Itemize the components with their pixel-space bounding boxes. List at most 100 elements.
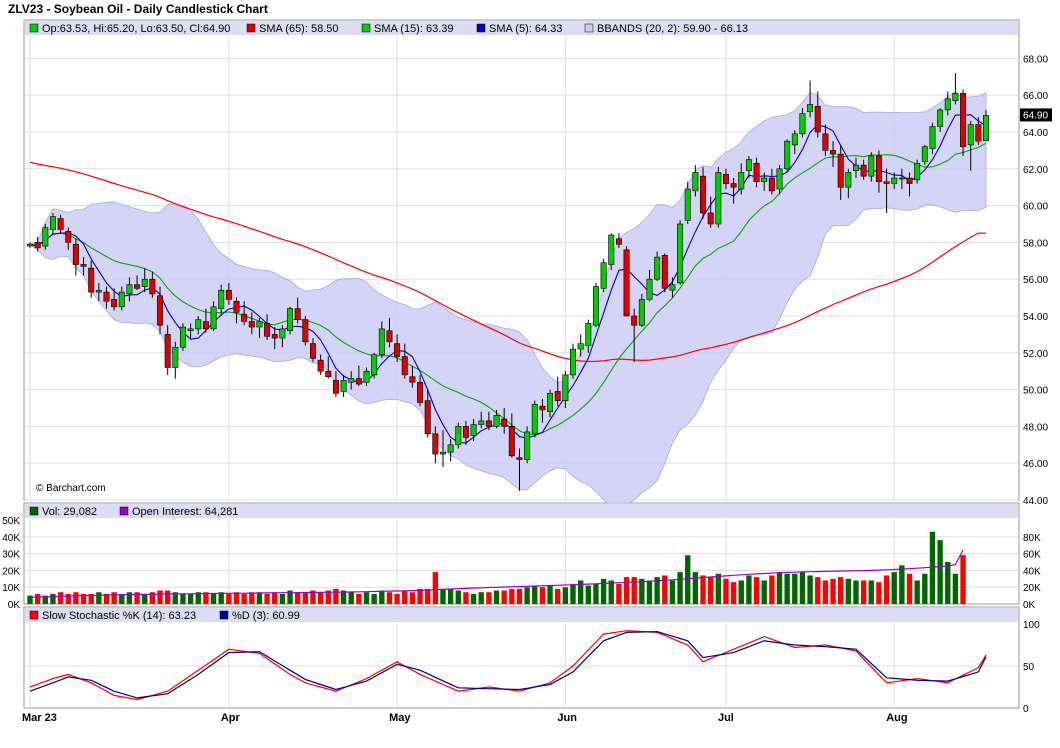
candle	[914, 162, 921, 181]
candle	[233, 300, 240, 313]
volume-bar	[555, 588, 561, 604]
candle	[898, 177, 905, 180]
candle	[715, 172, 722, 225]
candle	[906, 177, 913, 184]
volume-bar	[417, 588, 423, 604]
candle	[72, 243, 79, 265]
candle	[325, 370, 332, 378]
volume-bar	[577, 580, 584, 604]
x-tick-label: Aug	[886, 712, 907, 724]
candle	[814, 105, 821, 133]
volume-bar	[302, 592, 309, 604]
volume-bar	[195, 592, 201, 604]
volume-tick-label-right: 80K	[1023, 533, 1041, 544]
volume-bar	[746, 575, 752, 604]
volume-bar	[172, 592, 178, 604]
oi-swatch	[119, 506, 129, 516]
candle	[799, 113, 806, 135]
candle	[378, 328, 385, 355]
volume-bar	[73, 592, 79, 604]
candle	[42, 227, 49, 247]
open-interest-line	[29, 549, 964, 598]
volume-bar	[256, 592, 263, 604]
candle	[768, 177, 775, 192]
candle	[570, 348, 576, 376]
candle	[508, 426, 515, 457]
candle	[88, 267, 95, 293]
volume-bar	[792, 573, 798, 604]
volume-bar	[883, 575, 890, 604]
volume-bar	[187, 593, 194, 604]
candle	[386, 330, 393, 343]
candle	[287, 308, 294, 332]
candle	[447, 444, 454, 453]
volume-bar	[249, 592, 255, 604]
volume-bar	[80, 593, 87, 604]
x-tick-label: Apr	[221, 712, 241, 724]
sma15-swatch	[361, 23, 371, 33]
candle	[784, 140, 791, 170]
stoch-d-line	[29, 630, 987, 699]
candle	[516, 457, 523, 460]
volume-bar	[838, 577, 844, 604]
volume-bar	[960, 555, 966, 604]
volume-tick-label-left: 20K	[2, 566, 20, 577]
candle	[776, 168, 783, 190]
candle	[225, 289, 232, 300]
volume-bar	[524, 587, 530, 604]
volume-bar	[776, 572, 783, 604]
candle	[95, 289, 102, 293]
volume-bar	[753, 577, 760, 604]
watermark: © Barchart.com	[36, 483, 106, 494]
volume-bars	[27, 531, 966, 604]
volume-bar	[233, 592, 240, 604]
volume-bar	[723, 578, 729, 604]
volume-bar	[134, 592, 140, 604]
volume-tick-label-right: 60K	[1023, 550, 1041, 561]
candle	[830, 150, 837, 155]
price-tick-label: 66.00	[1023, 91, 1048, 102]
volume-bar	[562, 587, 569, 604]
bbands-legend: BBANDS (20, 2): 59.90 - 66.13	[597, 23, 748, 35]
volume-bar	[96, 592, 102, 604]
volume-bar	[409, 592, 416, 604]
x-tick-label: Jun	[557, 712, 577, 724]
candle	[745, 159, 752, 171]
sma65-swatch	[246, 23, 256, 33]
candle	[554, 391, 561, 401]
candle	[791, 133, 798, 146]
volume-bar	[394, 593, 400, 604]
candle	[371, 354, 378, 376]
volume-bar	[317, 592, 324, 604]
candle	[883, 181, 890, 184]
price-tick-label: 48.00	[1023, 422, 1048, 433]
candle	[845, 172, 852, 188]
candle	[562, 374, 569, 401]
price-tick-label: 62.00	[1023, 165, 1048, 176]
candle	[462, 426, 469, 438]
d-swatch	[219, 610, 229, 620]
sma15-legend: SMA (15): 63.39	[374, 23, 454, 35]
candle	[960, 93, 967, 148]
candle	[753, 162, 760, 182]
sma5-legend: SMA (5): 64.33	[489, 23, 562, 35]
candle	[837, 153, 844, 188]
open-interest-path	[29, 549, 964, 598]
candle	[424, 400, 431, 435]
k-legend: Slow Stochastic %K (14): 63.23	[42, 610, 196, 622]
ohlc-legend: Op:63.53, Hi:65.20, Lo:63.50, Cl:64.90	[42, 23, 230, 35]
candle	[141, 278, 148, 287]
volume-tick-label-right: 40K	[1023, 566, 1041, 577]
candle	[669, 284, 676, 291]
price-tick-label: 54.00	[1023, 312, 1048, 323]
volume-bar	[677, 572, 683, 604]
volume-bar	[279, 593, 286, 604]
candle	[172, 346, 179, 368]
stochastic-panel[interactable]	[23, 606, 1020, 709]
candle	[470, 424, 477, 436]
x-tick-label: May	[389, 712, 411, 724]
volume-bar	[692, 572, 699, 604]
volume-bar	[379, 590, 385, 604]
volume-bar	[914, 580, 920, 604]
